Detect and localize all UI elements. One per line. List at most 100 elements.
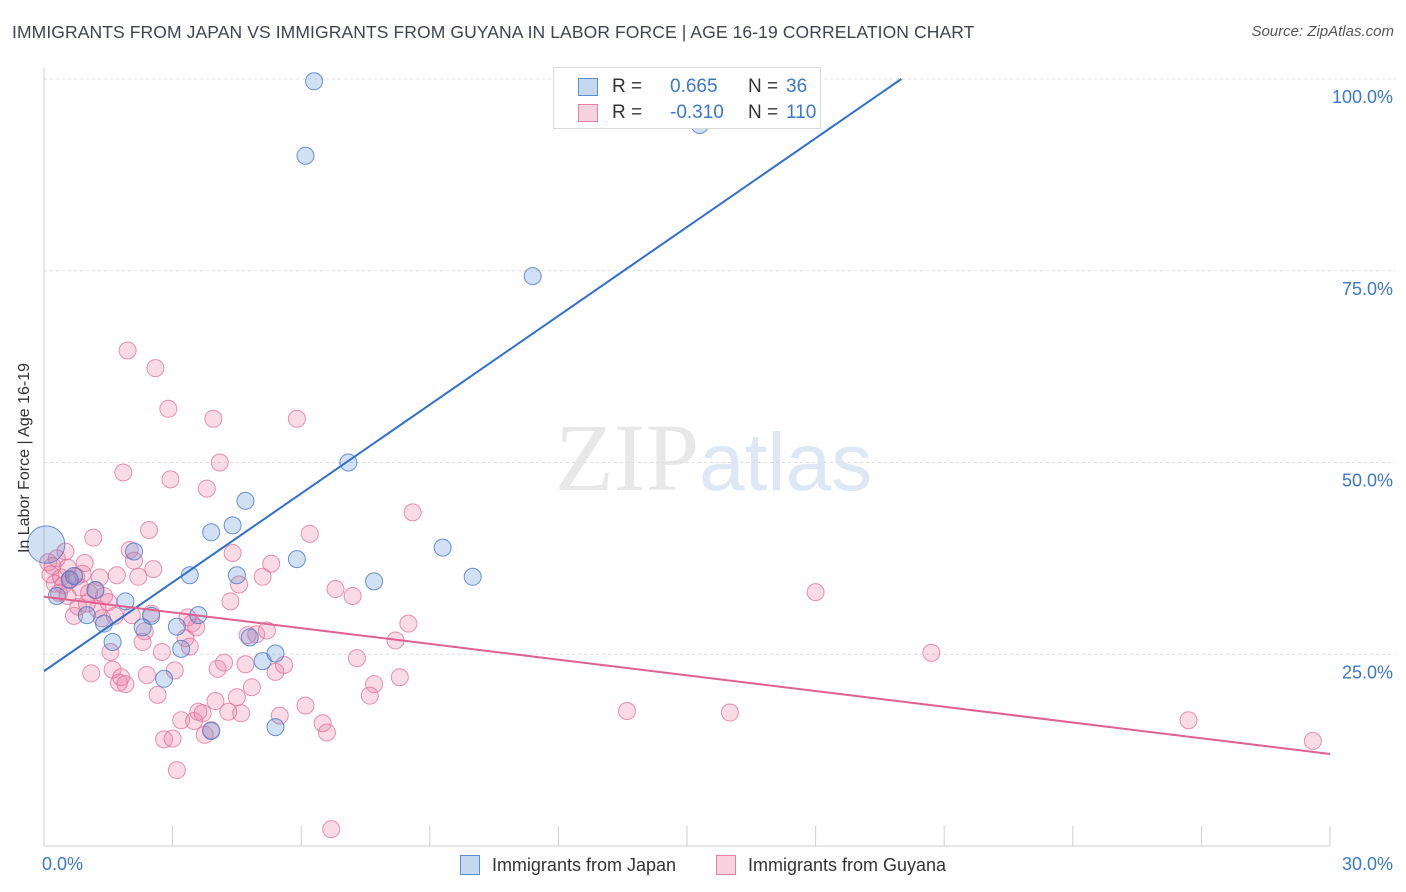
series-legend: Immigrants from Japan Immigrants from Gu… xyxy=(0,853,1406,877)
guyana-point xyxy=(617,702,636,721)
guyana-point xyxy=(242,678,261,697)
guyana-point xyxy=(347,649,366,668)
guyana-point xyxy=(236,655,255,674)
y-tick-label: 25.0% xyxy=(1342,662,1393,682)
n-value: 110 xyxy=(786,102,817,123)
guyana-point xyxy=(322,820,341,839)
guyana-point xyxy=(300,524,319,543)
r-label: R = xyxy=(612,102,643,123)
guyana-point xyxy=(360,686,379,705)
guyana-point xyxy=(204,409,223,428)
guyana-point xyxy=(167,761,186,780)
guyana-point xyxy=(215,653,234,672)
japan-point xyxy=(266,644,285,663)
japan-point xyxy=(266,718,285,737)
y-axis-label: In Labor Force | Age 16-19 xyxy=(16,362,33,554)
guyana-point xyxy=(238,626,257,645)
guyana-points xyxy=(39,341,1322,839)
legend-label-guyana: Immigrants from Guyana xyxy=(748,854,947,875)
guyana-point xyxy=(116,675,135,694)
guyana-point xyxy=(262,554,281,573)
japan-point xyxy=(240,628,259,647)
guyana-point xyxy=(114,463,133,482)
japan-point xyxy=(142,606,161,625)
guyana-point xyxy=(922,643,941,662)
guyana-point xyxy=(144,560,163,579)
guyana-point xyxy=(146,359,165,378)
guyana-point xyxy=(206,692,225,711)
guyana-point xyxy=(390,668,409,687)
japan-point xyxy=(433,538,452,557)
guyana-point xyxy=(210,453,229,472)
guyana-point xyxy=(84,528,103,547)
chart-title: IMMIGRANTS FROM JAPAN VS IMMIGRANTS FROM… xyxy=(12,22,975,42)
japan-points xyxy=(26,72,765,740)
japan-point xyxy=(172,639,191,658)
guyana-point xyxy=(133,632,152,651)
legend-row-japan: R = 0.665 N = 36 xyxy=(578,75,807,99)
guyana-point xyxy=(399,614,418,633)
axes xyxy=(43,68,1331,847)
guyana-point xyxy=(365,675,384,694)
japan-point xyxy=(463,567,482,586)
tick-labels: 25.0% 50.0% 75.0% 100.0% 0.0% 30.0% xyxy=(42,87,1393,874)
guyana-point xyxy=(129,567,148,586)
guyana-point xyxy=(720,703,739,722)
legend-item-japan[interactable]: Immigrants from Japan xyxy=(459,854,676,876)
japan-point xyxy=(202,721,221,740)
y-tick-label: 50.0% xyxy=(1342,471,1393,491)
japan-swatch xyxy=(578,78,598,96)
japan-point xyxy=(202,523,221,542)
guyana-point xyxy=(219,702,238,721)
r-value: 0.665 xyxy=(670,76,718,97)
guyana-point xyxy=(287,409,306,428)
japan-point xyxy=(305,72,324,91)
guyana-point xyxy=(223,544,242,563)
japan-point xyxy=(287,550,306,569)
guyana-point xyxy=(270,706,289,725)
japan-point xyxy=(365,572,384,591)
japan-point xyxy=(47,586,66,605)
guyana-point xyxy=(232,704,251,723)
guyana-point xyxy=(161,470,180,489)
guyana-point xyxy=(313,714,332,733)
guyana-point xyxy=(159,399,178,418)
watermark-zip: ZIP xyxy=(555,404,699,511)
japan-point xyxy=(236,491,255,510)
japan-point xyxy=(167,617,186,636)
guyana-point xyxy=(137,665,156,684)
japan-point xyxy=(523,267,542,286)
guyana-point xyxy=(75,553,94,572)
guyana-point xyxy=(326,580,345,599)
japan-legend-swatch xyxy=(459,855,480,875)
x-tick-label: 0.0% xyxy=(42,854,83,874)
n-label: N = xyxy=(748,76,779,97)
r-label: R = xyxy=(612,76,643,97)
guyana-point xyxy=(221,592,240,611)
trend-lines xyxy=(43,78,1331,755)
guyana-point xyxy=(343,586,362,605)
guyana-point xyxy=(317,723,336,742)
y-tick-label: 100.0% xyxy=(1332,87,1393,107)
japan-point xyxy=(103,632,122,651)
guyana-point xyxy=(118,341,137,360)
japan-point xyxy=(26,525,66,564)
legend-item-guyana[interactable]: Immigrants from Guyana xyxy=(716,855,946,876)
japan-point xyxy=(77,606,96,625)
x-tick-label: 30.0% xyxy=(1342,854,1393,874)
guyana-point xyxy=(296,696,315,715)
guyana-swatch xyxy=(578,104,598,122)
legend-label-japan: Immigrants from Japan xyxy=(491,854,676,875)
guyana-point xyxy=(257,621,276,640)
source-label: Source: ZipAtlas.com xyxy=(1251,23,1394,40)
guyana-trend-line xyxy=(43,595,1331,755)
y-tick-label: 75.0% xyxy=(1342,279,1393,299)
grid xyxy=(44,78,1395,655)
guyana-legend-swatch xyxy=(716,855,736,875)
guyana-point xyxy=(403,503,422,522)
guyana-point xyxy=(227,688,246,707)
guyana-point xyxy=(253,567,272,586)
japan-trend-line xyxy=(43,78,902,672)
guyana-point xyxy=(193,704,212,723)
